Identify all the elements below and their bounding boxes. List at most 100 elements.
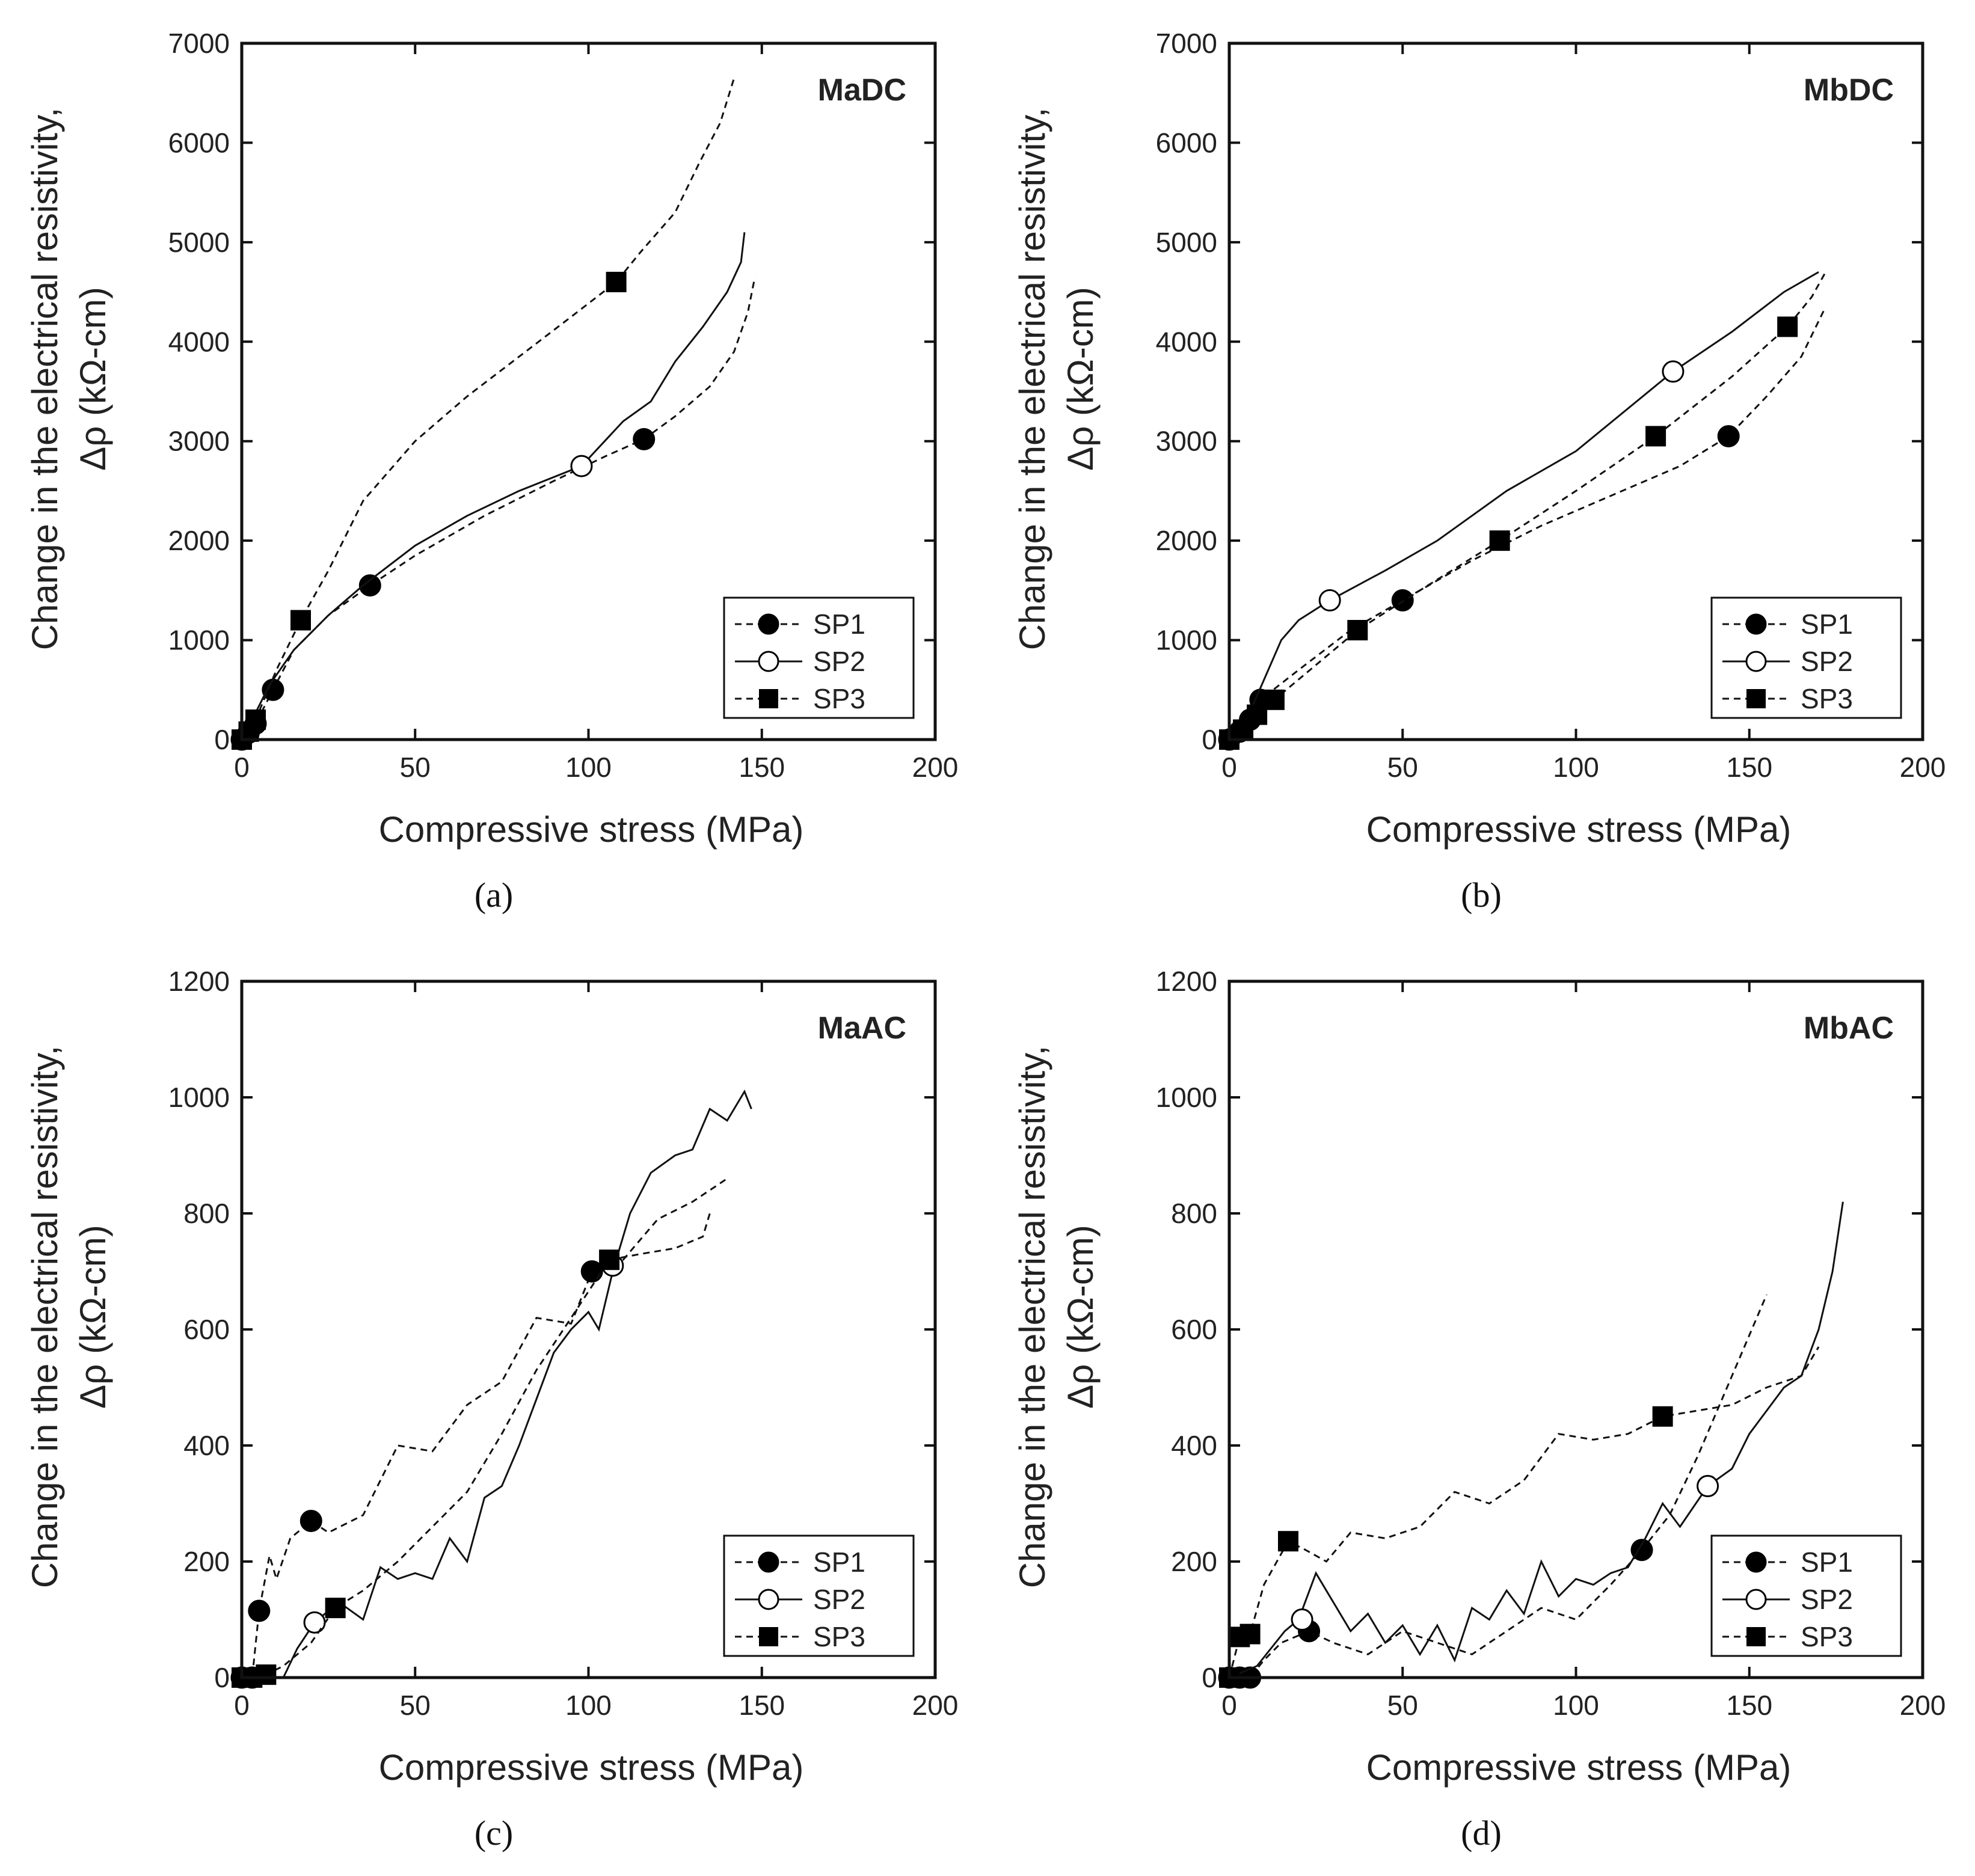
plot-frame [1227,979,1924,1679]
x-tick-label: 150 [739,752,785,783]
panel-title: MbDC [1804,73,1894,108]
x-tick-label: 0 [234,752,250,783]
series-line-sp3 [1229,271,1826,741]
data-point-sp3 [1652,1406,1673,1427]
panel-title: MbAC [1804,1011,1894,1046]
x-tick-label: 150 [1726,1690,1772,1721]
data-point-sp1 [358,574,381,597]
data-point-sp2 [1697,1475,1719,1498]
x-tick-label: 150 [1726,752,1772,783]
y-tick-label: 4000 [168,326,230,357]
data-point-sp2 [1291,1608,1313,1631]
legend-label: SP3 [813,683,865,714]
x-tick-label: 50 [1387,1690,1418,1721]
data-layer [230,1089,752,1689]
data-point-sp3 [1645,426,1666,447]
y-tick-label: 3000 [1156,426,1217,457]
legend: SP1 SP2 SP3 [723,1534,915,1657]
x-tick-label: 150 [739,1690,785,1721]
chart-panel-d: Change in the electrical resistivity, Δρ… [988,938,1975,1876]
series-line-sp2 [1229,1201,1844,1679]
x-tick-label: 100 [565,1690,612,1721]
x-tick-label: 100 [565,752,612,783]
plot-frame [240,41,937,741]
y-tick-label: 4000 [1156,326,1217,357]
y-axis-label-line2: Δρ (kΩ-cm) [73,1225,113,1409]
panel-caption: (d) [1461,1813,1502,1853]
chart-panel-c: Change in the electrical resistivity, Δρ… [0,938,988,1876]
legend-label: SP1 [1801,608,1853,640]
y-axis-label-line2: Δρ (kΩ-cm) [73,287,113,471]
legend-label: SP1 [1801,1546,1853,1578]
panel-caption: (b) [1461,875,1502,915]
y-tick-label: 0 [214,724,230,755]
y-tick-label: 1000 [1156,1082,1217,1113]
y-tick-label: 5000 [168,227,230,258]
legend-marker-sp2 [758,651,779,672]
x-tick-label: 100 [1553,1690,1599,1721]
legend-marker-sp3 [759,689,778,708]
x-axis-label: Compressive stress (MPa) [379,1747,804,1788]
y-tick-label: 400 [183,1430,230,1461]
data-point-sp3 [1489,530,1510,551]
y-tick-label: 0 [1202,724,1217,755]
data-point-sp1 [633,428,656,450]
series-line-sp3 [242,1213,711,1679]
x-tick-label: 0 [1221,1690,1237,1721]
data-point-sp3 [599,1249,620,1271]
data-point-sp3 [1239,1623,1261,1645]
x-tick-label: 50 [1387,752,1418,783]
plot-frame [1227,41,1924,741]
data-point-sp1 [299,1509,322,1532]
chart-svg-c: Change in the electrical resistivity, Δρ… [25,966,958,1788]
x-tick-label: 50 [400,752,431,783]
data-point-sp3 [256,1664,277,1685]
legend: SP1 SP2 SP3 [1710,596,1902,719]
y-axis-label-line2: Δρ (kΩ-cm) [1060,287,1101,471]
data-point-sp3 [290,610,312,631]
x-axis-label: Compressive stress (MPa) [379,809,804,850]
y-tick-label: 1200 [1156,966,1217,997]
panel-caption: (c) [474,1813,514,1853]
legend-marker-sp2 [758,1589,779,1610]
y-tick-label: 200 [183,1546,230,1577]
panel-title: MaDC [818,73,906,108]
data-point-sp2 [570,455,593,477]
x-tick-label: 200 [1900,752,1946,783]
data-point-sp2 [1318,589,1341,612]
data-point-sp3 [1264,689,1285,710]
y-tick-label: 600 [183,1314,230,1345]
y-tick-label: 2000 [1156,525,1217,556]
legend-label: SP2 [813,1584,865,1615]
data-point-sp2 [303,1611,326,1634]
y-axis-label-line1: Change in the electrical resistivity, [25,1046,65,1589]
legend-marker-sp1 [1745,1551,1767,1573]
y-axis-label-line1: Change in the electrical resistivity, [1012,1046,1052,1589]
legend-marker-sp3 [759,1627,778,1646]
data-point-sp3 [1347,620,1368,641]
panel-caption: (a) [474,875,514,915]
data-point-sp3 [1247,704,1268,725]
data-point-sp1 [1391,589,1414,612]
data-layer [230,78,756,751]
y-axis-label-line1: Change in the electrical resistivity, [1012,108,1052,651]
y-tick-label: 1000 [168,625,230,656]
legend-box [723,596,915,719]
axis-ticks: 0 50 100 150 2000100020003000400050006000700… [168,28,959,783]
series-line-sp1 [241,277,756,741]
y-tick-label: 800 [1171,1198,1217,1229]
series-line-sp2 [241,232,746,740]
y-tick-label: 200 [1171,1546,1217,1577]
data-point-sp3 [245,709,266,730]
y-tick-label: 5000 [1156,227,1217,258]
data-point-sp3 [1777,316,1798,337]
legend-label: SP2 [1801,646,1853,677]
data-point-sp1 [1717,425,1740,447]
data-point-sp1 [580,1260,603,1283]
y-tick-label: 0 [1202,1662,1217,1693]
data-point-sp3 [325,1598,346,1619]
y-tick-label: 600 [1171,1314,1217,1345]
data-point-sp1 [248,1599,271,1622]
legend: SP1 SP2 SP3 [723,596,915,719]
legend-marker-sp1 [1745,613,1767,635]
